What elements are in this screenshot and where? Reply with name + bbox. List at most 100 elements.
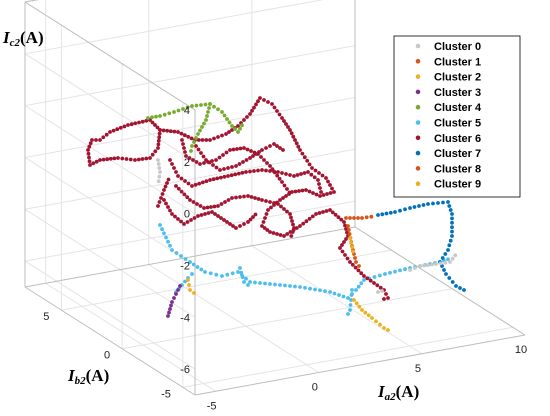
point-cluster-6 [196, 214, 200, 218]
point-cluster-8 [347, 232, 352, 236]
legend-marker [415, 120, 421, 125]
point-cluster-5 [273, 282, 277, 287]
point-cluster-6 [293, 138, 297, 142]
point-cluster-6 [290, 230, 295, 234]
point-cluster-9 [188, 288, 192, 292]
point-cluster-4 [198, 128, 202, 133]
grid-line [182, 326, 513, 388]
point-cluster-6 [153, 123, 157, 127]
point-cluster-4 [194, 136, 198, 140]
point-cluster-7 [447, 276, 452, 280]
point-cluster-6 [368, 278, 373, 283]
point-cluster-5 [168, 243, 172, 248]
point-cluster-6 [321, 193, 326, 197]
point-cluster-6 [289, 234, 294, 238]
point-cluster-3 [174, 292, 178, 296]
point-cluster-6 [88, 141, 93, 146]
point-cluster-0 [156, 179, 161, 184]
legend-label: Cluster 7 [434, 148, 481, 160]
point-cluster-6 [217, 155, 222, 160]
grid-line [61, 249, 392, 311]
point-cluster-6 [268, 200, 272, 204]
point-cluster-6 [292, 226, 296, 230]
point-cluster-6 [314, 212, 318, 216]
point-cluster-4 [207, 106, 211, 110]
point-cluster-3 [170, 300, 174, 304]
point-cluster-6 [101, 135, 106, 140]
point-cluster-6 [208, 178, 212, 182]
point-cluster-6 [258, 96, 262, 100]
point-cluster-6 [245, 115, 249, 119]
point-cluster-5 [359, 281, 364, 286]
point-cluster-6 [309, 172, 314, 177]
point-cluster-5 [348, 303, 353, 307]
point-cluster-4 [202, 121, 206, 126]
point-cluster-4 [240, 123, 244, 128]
point-cluster-6 [343, 253, 347, 257]
point-cluster-4 [194, 103, 199, 108]
point-cluster-6 [295, 173, 300, 177]
chart-points [86, 96, 466, 332]
point-cluster-6 [222, 167, 226, 171]
point-cluster-6 [129, 122, 134, 127]
point-cluster-5 [446, 257, 450, 262]
point-cluster-4 [150, 115, 154, 120]
axis-line [354, 226, 526, 336]
point-cluster-6 [260, 168, 264, 172]
point-cluster-6 [251, 215, 255, 219]
point-cluster-4 [196, 132, 200, 136]
point-cluster-2 [357, 304, 362, 309]
point-cluster-6 [345, 256, 350, 261]
point-cluster-4 [222, 113, 227, 118]
point-cluster-6 [282, 119, 286, 123]
point-cluster-6 [86, 151, 91, 156]
point-cluster-6 [291, 222, 295, 227]
point-cluster-1 [364, 215, 369, 220]
point-cluster-6 [193, 182, 198, 187]
point-cluster-6 [156, 204, 160, 208]
point-cluster-4 [220, 110, 224, 114]
point-cluster-9 [349, 240, 353, 245]
point-cluster-6 [272, 201, 276, 205]
point-cluster-6 [343, 223, 347, 228]
point-cluster-6 [198, 162, 202, 166]
point-cluster-4 [176, 108, 181, 113]
point-cluster-1 [344, 216, 348, 220]
point-cluster-6 [264, 146, 268, 150]
point-cluster-6 [386, 296, 390, 300]
point-cluster-8 [346, 224, 350, 228]
legend-marker [415, 74, 421, 79]
point-cluster-6 [250, 108, 254, 113]
point-cluster-6 [176, 174, 180, 178]
point-cluster-7 [450, 220, 454, 225]
point-cluster-6 [313, 168, 318, 173]
point-cluster-6 [166, 205, 170, 209]
point-cluster-4 [204, 118, 208, 122]
point-cluster-6 [298, 224, 302, 228]
point-cluster-6 [296, 144, 301, 149]
point-cluster-6 [219, 216, 223, 220]
point-cluster-6 [311, 191, 315, 195]
point-cluster-6 [162, 198, 166, 202]
point-cluster-6 [182, 133, 187, 138]
point-cluster-6 [265, 228, 270, 232]
point-cluster-5 [298, 285, 302, 289]
point-cluster-6 [260, 198, 264, 202]
point-cluster-6 [137, 120, 141, 125]
legend-label: Cluster 6 [434, 133, 481, 145]
legend-marker [415, 104, 421, 110]
point-cluster-6 [287, 190, 292, 195]
point-cluster-6 [304, 219, 309, 224]
point-cluster-5 [220, 274, 224, 278]
point-cluster-6 [133, 121, 138, 126]
point-cluster-6 [321, 210, 325, 214]
point-cluster-4 [190, 144, 194, 148]
point-cluster-6 [140, 157, 145, 161]
point-cluster-6 [219, 202, 224, 206]
point-cluster-6 [179, 131, 184, 136]
point-cluster-5 [332, 291, 337, 296]
point-cluster-6 [218, 175, 223, 180]
point-cluster-6 [206, 211, 211, 215]
point-cluster-7 [431, 201, 435, 206]
